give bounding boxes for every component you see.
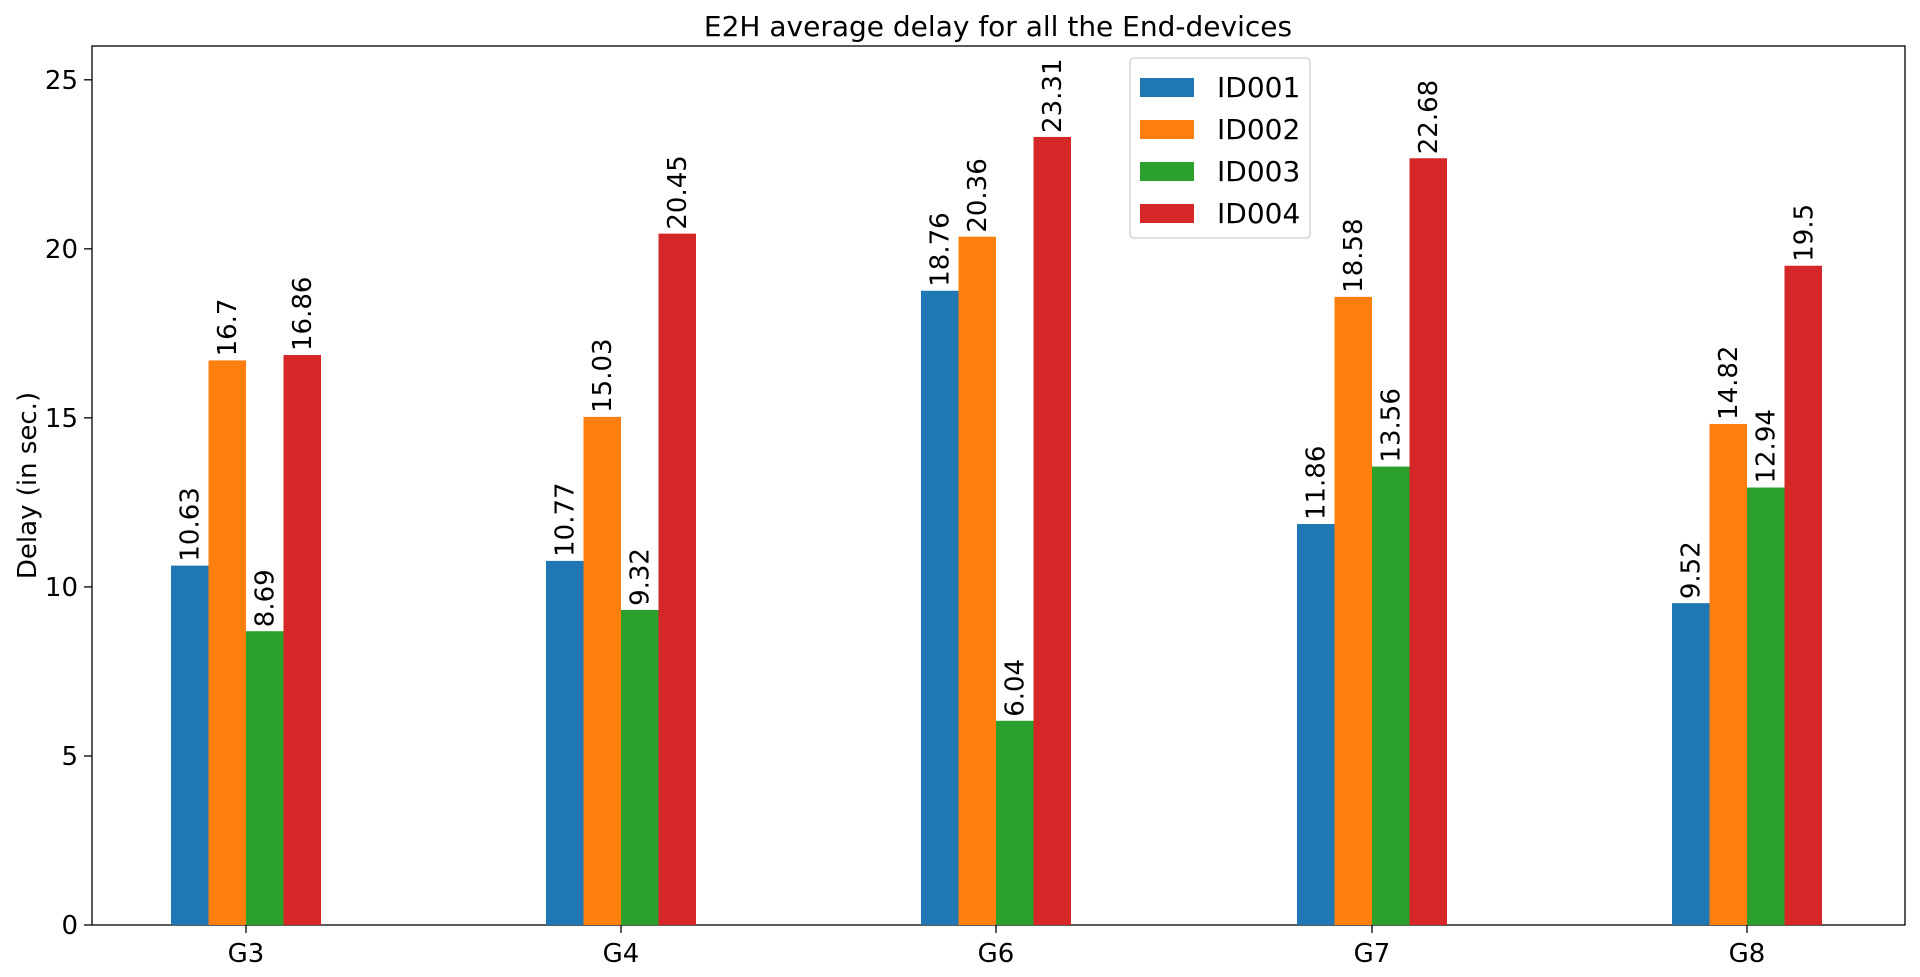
legend: ID001 ID002 ID003 ID004 (1129, 57, 1311, 239)
x-tick-label-g7: G7 (1354, 939, 1391, 969)
data-label-id001-g3: 10.63 (176, 487, 206, 561)
y-tick-label: 0 (61, 911, 78, 941)
data-label-id004-g4: 20.45 (663, 155, 693, 229)
y-axis-label: Delay (in sec.) (13, 392, 43, 579)
bar-id001-g6 (921, 290, 959, 925)
data-label-id004-g3: 16.86 (288, 277, 318, 351)
legend-label-id003: ID003 (1217, 155, 1300, 188)
bar-id004-g8 (1784, 265, 1822, 925)
bar-id002-g6 (958, 236, 996, 925)
legend-swatch-id004 (1140, 204, 1194, 223)
data-label-id002-g6: 20.36 (963, 158, 993, 232)
x-tick-label-g3: G3 (228, 939, 265, 969)
bar-id003-g4 (621, 609, 659, 925)
data-label-id002-g7: 18.58 (1339, 218, 1369, 292)
data-label-id001-g8: 9.52 (1677, 541, 1707, 599)
bar-id003-g8 (1747, 487, 1785, 925)
data-label-id002-g3: 16.7 (213, 299, 243, 357)
data-label-id002-g4: 15.03 (588, 338, 618, 412)
bar-id004-g7 (1409, 158, 1447, 926)
data-label-id004-g7: 22.68 (1414, 80, 1444, 154)
legend-swatch-id003 (1140, 162, 1194, 181)
data-label-id003-g6: 6.04 (1001, 659, 1031, 717)
bar-id001-g8 (1672, 603, 1710, 925)
data-labels: 10.63 10.77 18.76 11.86 9.52 16.7 15.03 20.36 18… (176, 59, 1820, 717)
data-label-id003-g8: 12.94 (1752, 409, 1782, 483)
legend-label-id001: ID001 (1217, 71, 1300, 104)
legend-label-id002: ID002 (1217, 113, 1300, 146)
y-tick-label: 10 (45, 573, 78, 603)
chart-title: E2H average delay for all the End-device… (704, 10, 1292, 43)
data-label-id004-g8: 19.5 (1789, 204, 1819, 262)
x-tick-label-g4: G4 (603, 939, 640, 969)
bars (171, 136, 1822, 926)
bar-id003-g3 (246, 631, 284, 925)
bar-id002-g3 (208, 360, 246, 926)
data-label-id004-g6: 23.31 (1038, 59, 1068, 133)
y-tick-label: 25 (45, 66, 78, 96)
y-tick-label: 5 (61, 742, 78, 772)
bar-id002-g4 (583, 416, 621, 925)
data-label-id002-g8: 14.82 (1714, 346, 1744, 420)
x-tick-label-g8: G8 (1729, 939, 1766, 969)
data-label-id003-g7: 13.56 (1377, 388, 1407, 462)
data-label-id001-g7: 11.86 (1302, 446, 1332, 520)
data-label-id001-g6: 18.76 (926, 212, 956, 286)
legend-swatch-id001 (1140, 78, 1194, 97)
data-label-id001-g4: 10.77 (551, 482, 581, 556)
x-tick-label-g6: G6 (978, 939, 1015, 969)
bar-id002-g7 (1334, 296, 1372, 925)
bar-id003-g7 (1372, 466, 1410, 925)
data-label-id003-g3: 8.69 (251, 569, 281, 627)
y-tick-label: 20 (45, 235, 78, 265)
bar-id004-g4 (658, 233, 696, 925)
legend-box (1129, 57, 1311, 239)
bar-id003-g6 (996, 720, 1034, 925)
bar-id002-g8 (1709, 423, 1747, 925)
legend-label-id004: ID004 (1217, 197, 1300, 230)
bar-id004-g3 (283, 355, 321, 925)
bar-id004-g6 (1033, 136, 1071, 925)
bar-id001-g3 (171, 565, 209, 925)
legend-swatch-id002 (1140, 120, 1194, 139)
data-label-id003-g4: 9.32 (626, 548, 656, 606)
bar-id001-g7 (1297, 524, 1335, 925)
y-tick-label: 15 (45, 404, 78, 434)
bar-id001-g4 (546, 560, 584, 925)
